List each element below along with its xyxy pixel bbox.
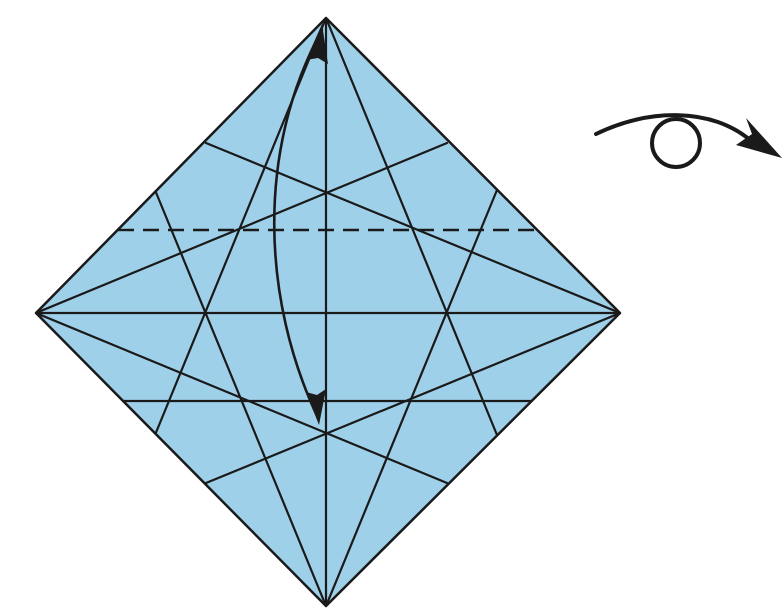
crease-left-fan-up [36, 141, 449, 315]
fold-down-arrow [273, 24, 328, 425]
fold-arrow-head-bottom [306, 389, 326, 425]
crease-right-fan-up [204, 141, 620, 315]
turn-over-arc [594, 113, 752, 142]
turn-over-icon [594, 113, 782, 169]
fold-arrow-curve [273, 28, 324, 420]
crease-lines [36, 18, 620, 606]
crease-right-fan-down [204, 311, 620, 485]
fold-arrow-head-top [306, 24, 328, 64]
turn-over-arrowhead [736, 118, 782, 158]
turn-over-loop [650, 117, 702, 169]
crease-left-fan-down [36, 311, 449, 485]
